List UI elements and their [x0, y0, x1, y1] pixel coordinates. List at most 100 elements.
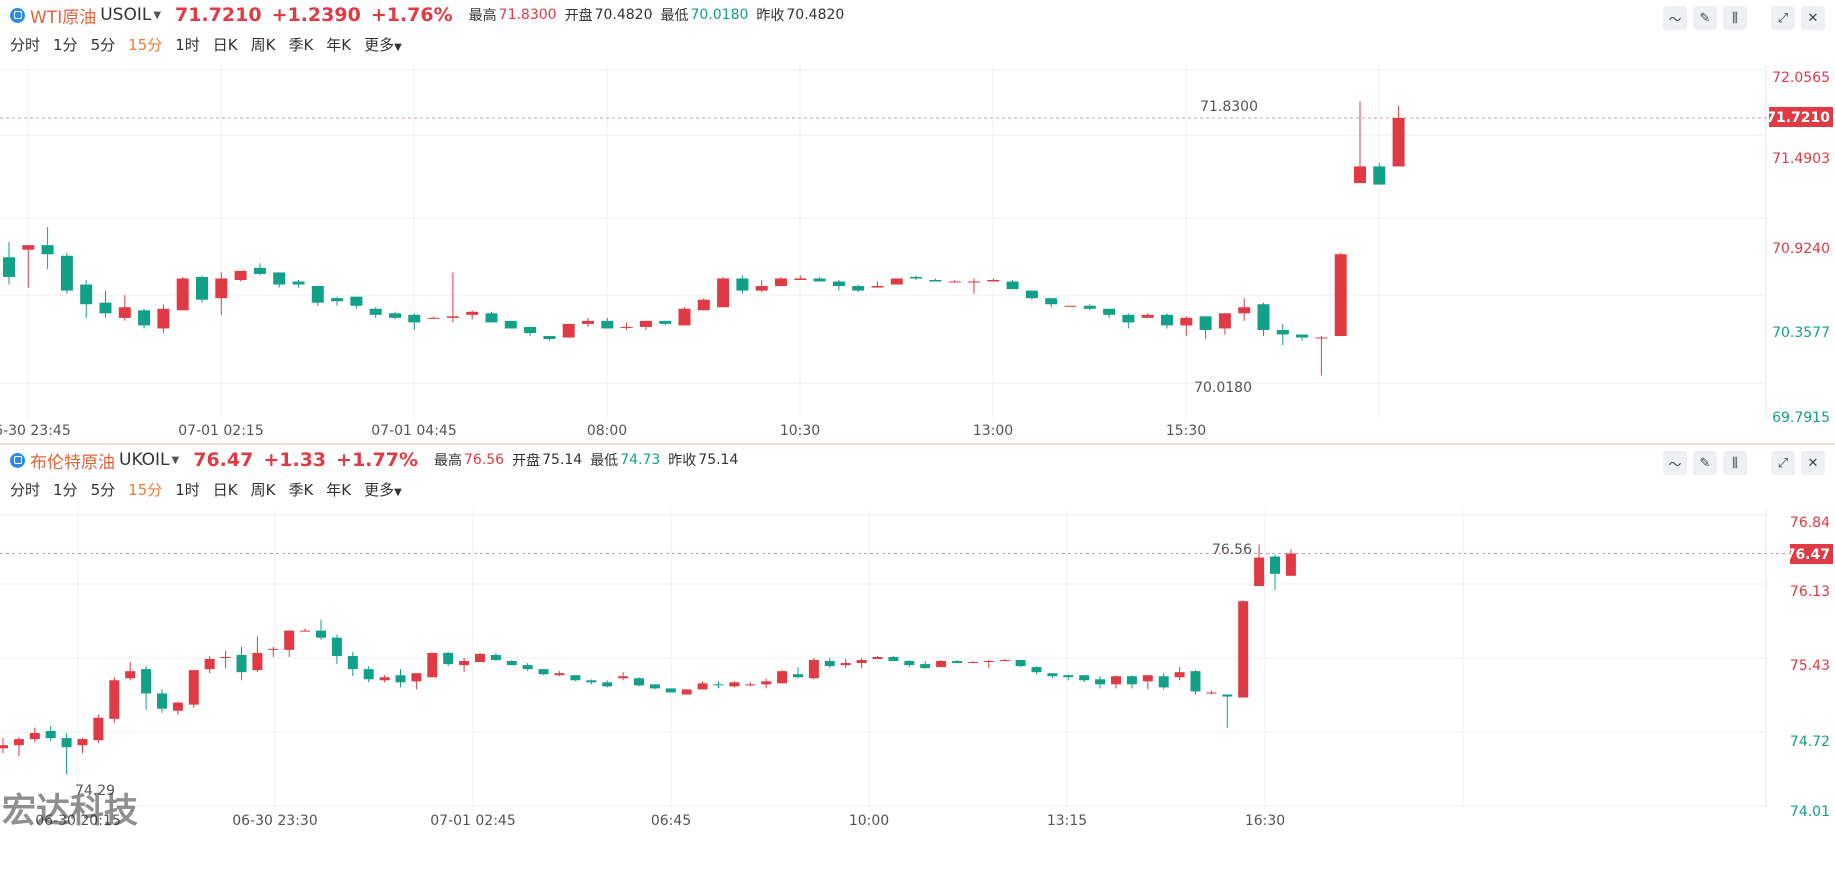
- candle-body: [808, 660, 819, 679]
- tab-more[interactable]: 更多▼: [364, 34, 402, 55]
- y-tick-label: 74.72: [1790, 734, 1830, 750]
- candle-body: [775, 278, 787, 287]
- candle-body: [395, 675, 406, 683]
- tab-year[interactable]: 年K: [326, 481, 352, 499]
- tab-week[interactable]: 周K: [250, 36, 276, 54]
- candle-body: [824, 661, 835, 667]
- x-tick-label: 07-01 04:45: [371, 423, 456, 439]
- y-tick-label: 72.0565: [1772, 70, 1830, 86]
- prev-close-value: 70.4820: [786, 7, 845, 23]
- symbol-name[interactable]: WTI原油: [30, 7, 97, 28]
- x-tick-label: 06-30 20:15: [35, 813, 120, 829]
- tab-5min[interactable]: 5分: [90, 36, 116, 54]
- candle-body: [1047, 673, 1058, 677]
- close-icon[interactable]: ✕: [1801, 451, 1825, 475]
- tab-1hour[interactable]: 1时: [175, 481, 200, 499]
- candle-body: [22, 245, 35, 250]
- tab-5min[interactable]: 5分: [90, 481, 116, 499]
- tab-quarter[interactable]: 季K: [288, 36, 314, 54]
- price-tag: [1769, 107, 1833, 127]
- expand-icon[interactable]: ⤢: [1771, 6, 1795, 30]
- candle-body: [1064, 305, 1077, 307]
- tab-week[interactable]: 周K: [250, 481, 276, 499]
- candle-body: [141, 669, 152, 694]
- candle-body: [459, 661, 470, 666]
- candle-body: [1174, 672, 1185, 678]
- line-chart-icon[interactable]: 〜: [1663, 451, 1687, 475]
- tab-fenshi[interactable]: 分时: [10, 36, 41, 54]
- low-value: 74.73: [620, 452, 661, 468]
- y-tick-label: 76.13: [1790, 584, 1830, 600]
- period-tabs: 分时 1分 5分 15分 1时 日K 周K 季K 年K 更多▼: [10, 34, 402, 55]
- tab-15min[interactable]: 15分: [128, 36, 163, 54]
- candle-body: [172, 702, 183, 711]
- candle-body: [80, 284, 93, 305]
- usoil-chart-panel: WTI原油 USOIL ▼ 71.7210 +1.2390 +1.76% 最高 …: [0, 0, 1835, 443]
- x-tick-label: 07-01 02:45: [430, 813, 515, 829]
- tab-15min[interactable]: 15分: [128, 481, 163, 499]
- plot-layer: [0, 510, 1826, 808]
- candle-body: [411, 673, 422, 682]
- chevron-down-icon[interactable]: ▼: [153, 9, 162, 21]
- candle-body: [777, 671, 788, 684]
- expand-icon[interactable]: ⤢: [1771, 451, 1795, 475]
- candle-body: [736, 278, 749, 291]
- tab-1min[interactable]: 1分: [53, 481, 78, 499]
- candle-body: [1222, 694, 1233, 697]
- candle-body: [794, 278, 807, 280]
- candle-body: [311, 286, 324, 303]
- candle-body: [678, 308, 691, 326]
- candle-body: [188, 670, 199, 705]
- pen-icon[interactable]: ✎: [1693, 451, 1717, 475]
- candlestick-icon[interactable]: ⫼: [1723, 6, 1747, 30]
- price-tag-label: 71.7210: [1766, 110, 1830, 126]
- tab-day[interactable]: 日K: [212, 481, 238, 499]
- candle-body: [1373, 166, 1386, 185]
- candle-body: [665, 688, 676, 693]
- candlestick-chart[interactable]: 76.56 74.29 76.47 76.84 76.13 75.43 74.7…: [0, 510, 1835, 888]
- tab-1hour[interactable]: 1时: [175, 36, 200, 54]
- candle-body: [967, 662, 978, 664]
- candle-body: [331, 637, 342, 656]
- open-value: 70.4820: [594, 7, 653, 23]
- symbol-code[interactable]: USOIL: [100, 5, 152, 25]
- x-tick-label: 07-01 02:15: [178, 423, 263, 439]
- tab-1min[interactable]: 1分: [53, 36, 78, 54]
- tab-quarter[interactable]: 季K: [288, 481, 314, 499]
- line-chart-icon[interactable]: 〜: [1663, 6, 1687, 30]
- candle-body: [157, 693, 167, 709]
- candlestick-chart[interactable]: 71.8300 70.0180 71.7210 72.0565 71.4903 …: [0, 65, 1835, 443]
- candle-body: [1103, 308, 1116, 315]
- x-tick-label: 16:30: [1245, 813, 1285, 829]
- tab-more[interactable]: 更多▼: [364, 479, 402, 500]
- tab-year[interactable]: 年K: [326, 36, 352, 54]
- candle-body: [936, 661, 947, 668]
- low-label: 最低: [590, 453, 619, 469]
- candle-body: [0, 745, 8, 749]
- candle-body: [634, 678, 644, 686]
- candle-body: [1141, 314, 1154, 318]
- candle-body: [1079, 675, 1090, 681]
- symbol-code[interactable]: UKOIL: [119, 450, 170, 470]
- candle-body: [215, 278, 228, 299]
- prev-close-label: 昨收: [668, 453, 697, 469]
- candle-body: [485, 313, 498, 323]
- pen-icon[interactable]: ✎: [1693, 6, 1717, 30]
- candle-body: [620, 326, 633, 328]
- candle-body: [983, 661, 994, 663]
- close-icon[interactable]: ✕: [1801, 6, 1825, 30]
- candle-body: [427, 317, 440, 319]
- y-tick-label: 74.01: [1790, 804, 1830, 820]
- low-annotation: 70.0180: [1194, 380, 1252, 396]
- chevron-down-icon: ▼: [394, 42, 402, 53]
- tab-day[interactable]: 日K: [212, 36, 238, 54]
- candle-body: [1206, 692, 1217, 694]
- candle-body: [929, 279, 942, 282]
- symbol-name[interactable]: 布伦特原油: [30, 452, 115, 473]
- candle-body: [987, 279, 1000, 282]
- price-change: +1.2390: [271, 4, 361, 26]
- candlestick-icon[interactable]: ⫼: [1723, 451, 1747, 475]
- chevron-down-icon[interactable]: ▼: [171, 454, 180, 466]
- candle-body: [490, 654, 501, 661]
- tab-fenshi[interactable]: 分时: [10, 481, 41, 499]
